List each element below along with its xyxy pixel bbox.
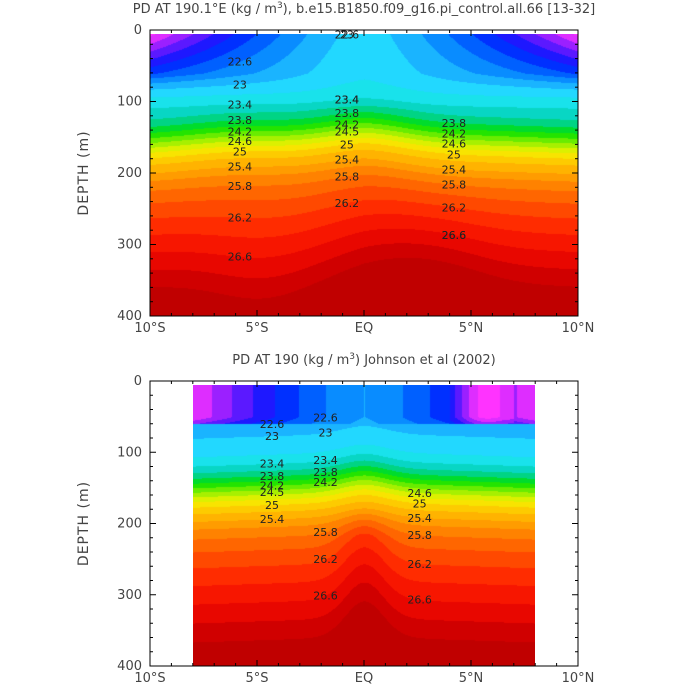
x-tick-label: 5°N [459,671,484,686]
title-text: ) Johnson et al (2002) [355,353,496,368]
x-tick-label: 5°N [459,321,484,336]
contour-label: 24.2 [442,128,467,141]
contour-label: 24.2 [335,118,360,131]
x-tick-label: 5°S [245,671,268,686]
y-tick-label: 0 [134,23,142,38]
observed-density-panel: PD AT 190 (kg / m3) Johnson et al (2002)… [76,352,594,686]
title-superscript: 3 [349,352,355,362]
contour-label: 25.4 [407,512,432,525]
contour-label: 23.4 [260,458,285,471]
contour-label: 23.4 [335,93,360,106]
contour-label: 25 [265,499,279,512]
title-superscript: 3 [277,1,283,11]
y-tick-label: 100 [117,445,142,460]
contour-label: 23 [233,78,247,91]
x-tick-label: 5°S [245,321,268,336]
y-tick-label: 200 [117,166,142,181]
panel-title: PD AT 190 (kg / m3) Johnson et al (2002) [232,352,496,368]
y-tick-label: 300 [117,238,142,253]
contour-label: 23.8 [335,107,360,120]
model-density-panel: PD AT 190.1°E (kg / m3), b.e15.B1850.f09… [76,1,595,336]
contour-label: 25 [413,498,427,511]
density-field [193,385,535,666]
contour-label: 25.8 [228,180,253,193]
panel-title: PD AT 190.1°E (kg / m3), b.e15.B1850.f09… [133,1,595,17]
contour-label: 26.2 [335,197,360,210]
contour-label: 23.4 [335,93,360,106]
contour-label: 24.2 [313,476,338,489]
contour-label: 26.2 [407,558,432,571]
y-tick-label: 200 [117,517,142,532]
y-tick-label: 400 [117,659,142,674]
contour-label: 26.6 [313,589,338,602]
contour-label: 25.8 [313,526,338,539]
contour-label: 23.8 [313,466,338,479]
contour-label: 23.4 [313,454,338,467]
y-axis-label: DEPTH (m) [76,130,92,215]
contour-label: 25.8 [442,178,467,191]
contour-label: 25.4 [228,161,253,174]
contour-label: 24.5 [260,486,285,499]
contour-label: 26.6 [442,229,467,242]
contour-label: 23.8 [442,117,467,130]
x-tick-label: 10°S [134,321,165,336]
contour-label: 24.6 [407,487,432,500]
x-tick-label: EQ [355,321,373,336]
contour-label: 24.6 [228,135,253,148]
contour-label: 23.8 [260,470,285,483]
contour-label: 24.2 [228,126,253,139]
x-tick-label: 10°S [134,671,165,686]
density-field [150,34,578,316]
contour-label: 25 [340,138,354,151]
y-tick-label: 300 [117,588,142,603]
y-tick-label: 0 [134,374,142,389]
contour-label: 22.6 [260,418,285,431]
contour-label: 24.6 [442,138,467,151]
x-tick-label: 10°N [562,671,595,686]
contour-label: 25.8 [407,529,432,542]
contour-label: 25 [233,146,247,159]
contour-label: 23 [340,28,354,41]
contour-label: 26.2 [313,553,338,566]
x-tick-label: 10°N [562,321,595,336]
contour-label: 24.2 [260,480,285,493]
contour-label: 25 [447,148,461,161]
contour-label: 25.4 [442,163,467,176]
title-text: ), b.e15.B1850.f09_g16.pi_control.all.66… [283,2,596,17]
contour-label: 22.6 [228,55,253,68]
x-tick-label: EQ [355,671,373,686]
contour-label: 23 [265,430,279,443]
contour-label: 26.2 [442,201,467,214]
contour-label: 23 [318,426,332,439]
y-tick-label: 100 [117,95,142,110]
y-axis-label: DEPTH (m) [76,481,92,566]
contour-label: 26.2 [228,211,253,224]
contour-label: 23.8 [228,114,253,127]
y-tick-label: 400 [117,309,142,324]
contour-label: 25.4 [335,153,360,166]
title-text: PD AT 190.1°E (kg / m [133,2,277,17]
contour-label: 22.6 [313,411,338,424]
title-text: PD AT 190 (kg / m [232,353,349,368]
contour-label: 24.5 [335,126,360,139]
contour-label: 25.4 [260,513,285,526]
contour-label: 22.6 [335,28,360,41]
contour-label: 26.6 [442,229,467,242]
contour-label: 26.6 [228,251,253,264]
contour-label: 23.4 [228,98,253,111]
contour-label: 26.6 [407,594,432,607]
contour-label: 25.8 [335,171,360,184]
